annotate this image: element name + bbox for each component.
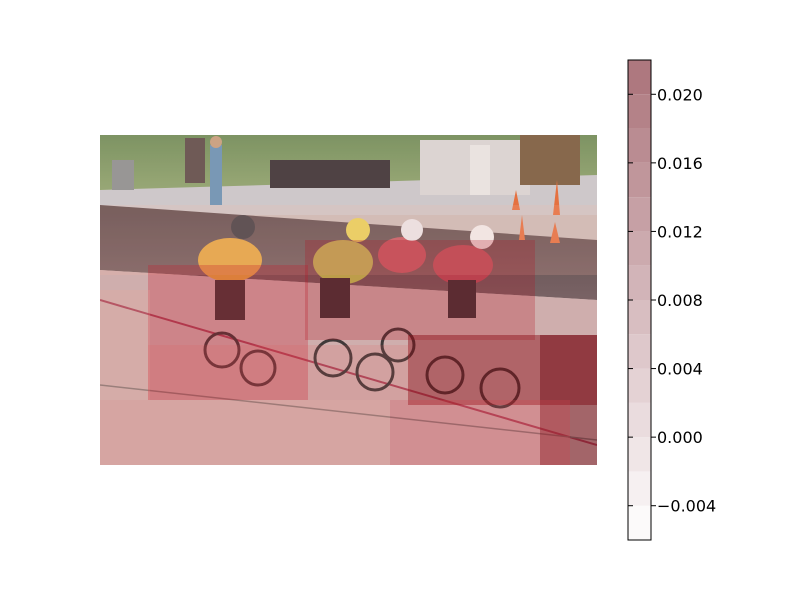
heatmap-cell: [100, 135, 597, 465]
colorbar-level: [628, 402, 651, 438]
heatmap-cell: [305, 240, 535, 340]
colorbar-tick-label: −0.004: [657, 497, 716, 516]
background-scene: [112, 135, 580, 243]
colorbar-level: [628, 128, 651, 163]
colorbar-ticks: −0.004 0.000 0.004 0.008 0.012 0.016 0.020: [628, 85, 716, 516]
heatmap-cell: [390, 400, 570, 465]
heatmap-cell: [148, 345, 410, 400]
colorbar-level: [628, 505, 651, 540]
riders: [198, 215, 521, 409]
colorbar-level: [628, 368, 651, 403]
colorbar-level: [628, 265, 651, 300]
heatmap-cell: [148, 265, 308, 400]
colorbar-tick-label: 0.020: [657, 85, 703, 104]
colorbar-tick-label: 0.008: [657, 291, 703, 310]
heatmap-cell: [100, 290, 150, 400]
heatmap-cell: [408, 335, 597, 405]
colorbar-tick-label: 0.016: [657, 154, 703, 173]
colorbar-level: [628, 94, 651, 129]
colorbar-level: [628, 162, 651, 198]
colorbar-level: [628, 437, 651, 472]
heatmap-cell: [100, 205, 597, 275]
colorbar-tick-label: 0.012: [657, 222, 703, 241]
colorbar-level: [628, 300, 651, 335]
colorbar-level: [628, 334, 651, 369]
colorbar-tick-label: 0.004: [657, 360, 703, 379]
colorbar-level: [628, 197, 651, 232]
colorbar-tick-label: 0.000: [657, 428, 703, 447]
colorbar-level: [628, 231, 651, 266]
colorbar-level: [628, 60, 651, 95]
background-photo: [100, 135, 597, 465]
colorbar: [628, 60, 651, 540]
heatmap-cell: [100, 400, 390, 465]
heatmap-overlay: [100, 135, 597, 465]
heatmap-cell: [540, 335, 597, 465]
colorbar-level: [628, 471, 651, 506]
